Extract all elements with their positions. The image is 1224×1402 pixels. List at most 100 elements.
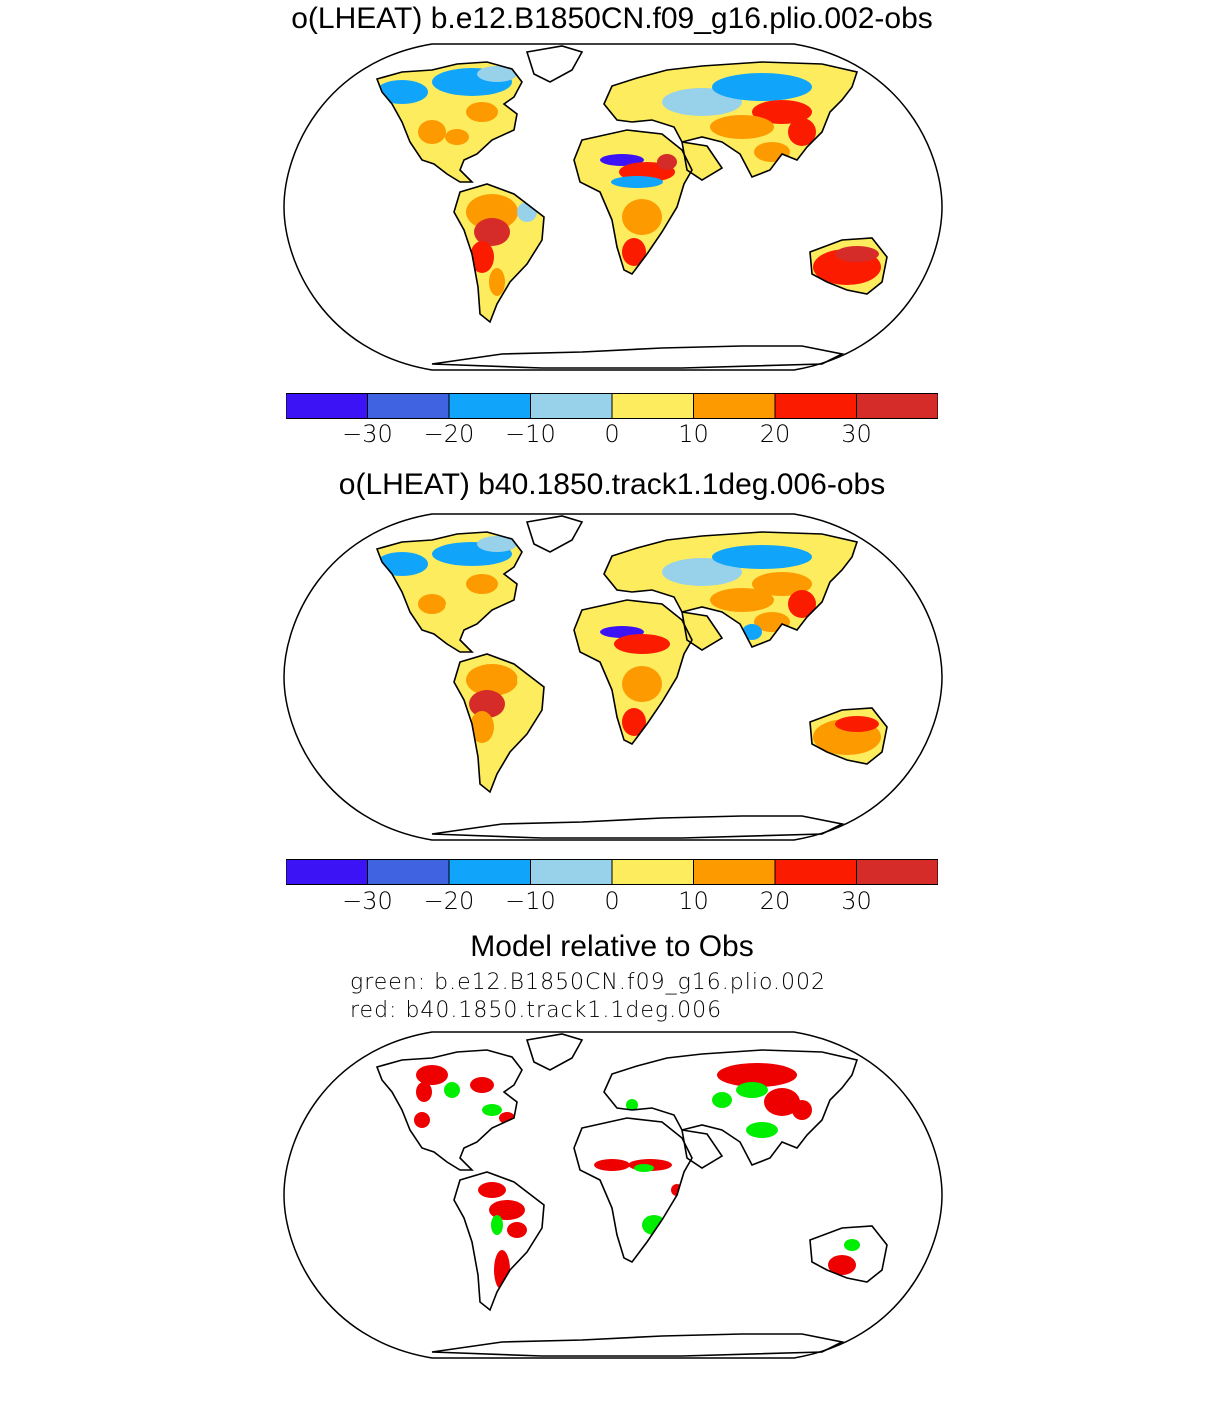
anomaly-patch xyxy=(474,218,510,246)
comparison-title: Model relative to Obs xyxy=(470,930,754,963)
panel2-title: o(LHEAT) b40.1850.track1.1deg.006-obs xyxy=(338,468,886,501)
coastline-south-america xyxy=(453,183,545,324)
anomaly-patch xyxy=(622,708,646,736)
coastline-north-america xyxy=(375,1049,523,1171)
coastline-australia xyxy=(809,1225,888,1283)
colorbar-swatch xyxy=(856,859,938,885)
comparison-patch xyxy=(416,1065,448,1085)
coastline-arabia xyxy=(681,1129,724,1169)
anomaly-patch xyxy=(408,577,436,597)
coastline-australia xyxy=(809,237,888,295)
coastline-north-america xyxy=(375,531,523,653)
tick-label: 20 xyxy=(759,420,791,448)
anomaly-patch xyxy=(614,634,670,654)
anomaly-patch xyxy=(377,80,428,104)
tick-label: 30 xyxy=(841,887,872,915)
coastline-south-america xyxy=(453,1171,545,1312)
comparison-patch xyxy=(507,1222,527,1238)
tick-label: 10 xyxy=(678,887,709,915)
panel1-title: o(LHEAT) b.e12.B1850CN.f09_g16.plio.002-… xyxy=(291,2,933,35)
anomaly-patch xyxy=(445,129,469,145)
coastline-greenland xyxy=(525,45,584,83)
anomaly-patch xyxy=(622,199,662,235)
anomaly-patch xyxy=(466,194,518,230)
coastline-africa xyxy=(573,599,693,746)
anomaly-patch xyxy=(611,176,663,188)
tick-label: 30 xyxy=(841,420,872,448)
anomaly-patch xyxy=(600,154,644,166)
tick-label: −10 xyxy=(505,420,556,448)
anomaly-patch xyxy=(710,115,774,139)
colorbar-swatch xyxy=(367,859,450,885)
coastline-africa xyxy=(573,129,693,276)
coastline-north-america xyxy=(375,61,523,183)
comparison-patch xyxy=(444,1082,460,1098)
coastline-eurasia xyxy=(603,531,859,649)
comparison-patch xyxy=(764,1088,800,1116)
colorbar-swatch xyxy=(611,393,694,419)
colorbar-swatch xyxy=(530,393,613,419)
coastline-eurasia xyxy=(603,1049,859,1167)
comparison-patch xyxy=(414,1112,430,1128)
comparison-patch xyxy=(626,1099,638,1111)
anomaly-patch xyxy=(489,268,505,296)
anomaly-patch xyxy=(418,120,446,144)
panel2-colorbar-ticks: −30 −20 −10 0 10 20 30 xyxy=(286,887,938,917)
colorbar-swatch xyxy=(530,859,613,885)
comparison-patch xyxy=(746,1122,778,1138)
tick-label: −30 xyxy=(342,420,393,448)
anomaly-patch xyxy=(477,536,517,552)
coastline-arabia xyxy=(681,141,724,181)
anomaly-patch xyxy=(466,574,498,594)
anomaly-patch xyxy=(470,241,494,273)
tick-label: −20 xyxy=(423,887,475,915)
anomaly-patch xyxy=(835,246,879,262)
anomaly-patch xyxy=(788,590,816,618)
anomaly-patch xyxy=(788,118,816,146)
comparison-patch xyxy=(712,1092,732,1108)
comparison-patch xyxy=(489,1200,525,1220)
anomaly-patch xyxy=(712,545,812,569)
anomaly-patch xyxy=(710,588,774,612)
coastline-africa xyxy=(573,1117,693,1264)
comparison-patch xyxy=(828,1255,856,1275)
colorbar-swatch xyxy=(693,393,776,419)
anomaly-patch xyxy=(477,66,517,82)
anomaly-patch xyxy=(622,666,662,702)
anomaly-patch xyxy=(466,102,498,122)
coastline-australia xyxy=(809,707,888,765)
anomaly-patch xyxy=(459,144,475,156)
panel2-map xyxy=(283,513,943,841)
tick-label: −30 xyxy=(342,887,393,915)
anomaly-patch xyxy=(835,716,879,732)
tick-label: 0 xyxy=(604,887,620,915)
colorbar-swatch xyxy=(693,859,776,885)
tick-label: 0 xyxy=(604,420,620,448)
comparison-patch xyxy=(634,1164,654,1172)
tick-label: −20 xyxy=(423,420,475,448)
comparison-patch xyxy=(736,1082,768,1098)
anomaly-patch xyxy=(466,664,518,696)
colorbar-swatch xyxy=(448,859,531,885)
coastline-greenland xyxy=(525,515,584,553)
colorbar-swatch xyxy=(774,859,857,885)
tick-label: 10 xyxy=(678,420,709,448)
colorbar-swatch xyxy=(367,393,450,419)
comparison-patch xyxy=(594,1159,630,1171)
anomaly-patch xyxy=(657,154,677,170)
anomaly-patch xyxy=(470,711,494,743)
colorbar-swatch xyxy=(286,859,368,885)
legend-green: green: b.e12.B1850CN.f09_g16.plio.002 xyxy=(350,970,827,995)
colorbar-swatch xyxy=(611,859,694,885)
legend-red: red: b40.1850.track1.1deg.006 xyxy=(350,998,723,1023)
comparison-patch xyxy=(844,1239,860,1251)
tick-label: −10 xyxy=(505,887,556,915)
anomaly-patch xyxy=(469,690,505,718)
anomaly-patch xyxy=(445,599,469,615)
comparison-patch xyxy=(482,1104,502,1116)
anomaly-patch xyxy=(712,73,812,101)
comparison-patch xyxy=(478,1182,506,1198)
colorbar-swatch xyxy=(448,393,531,419)
panel1-colorbar xyxy=(286,393,938,419)
coastline-antarctica xyxy=(431,1333,845,1357)
